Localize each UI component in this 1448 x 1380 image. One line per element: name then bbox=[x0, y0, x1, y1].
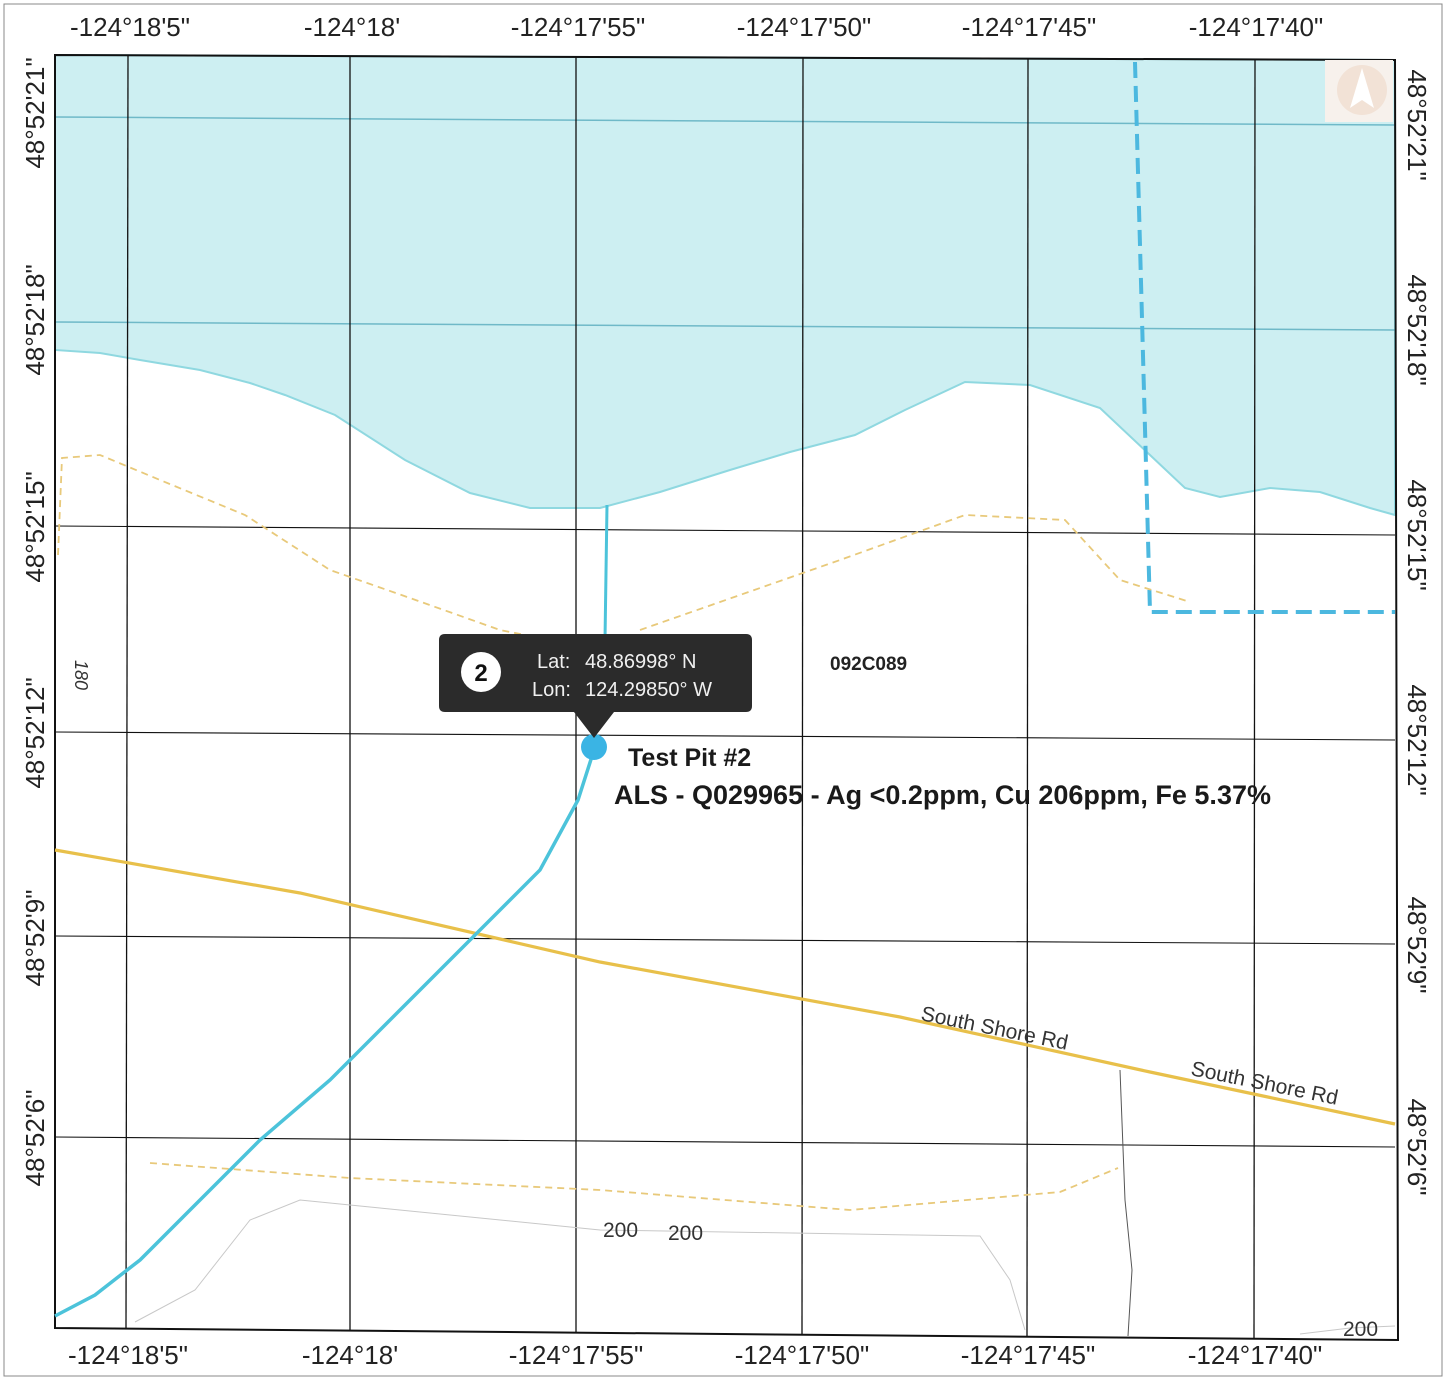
right-lat-label: 48°52'18" bbox=[1402, 274, 1432, 386]
page-frame bbox=[3, 3, 1443, 1377]
water-body bbox=[54, 53, 1396, 517]
contour-label-200: 200 bbox=[1343, 1318, 1378, 1341]
trail bbox=[149, 1162, 1119, 1211]
callout-number-badge bbox=[461, 652, 501, 692]
water-gridline bbox=[54, 321, 1396, 331]
assay-result: ALS - Q029965 - Ag <0.2ppm, Cu 206ppm, F… bbox=[614, 780, 1271, 810]
bottom-lon-label: -124°18'5" bbox=[67, 1340, 189, 1370]
right-lat-label: 48°52'15" bbox=[1402, 479, 1432, 591]
coordinate-callout[interactable]: 2 Lat: 48.86998° N Lon: 124.29850° W bbox=[439, 634, 752, 738]
top-lon-label: -124°18'5" bbox=[69, 12, 191, 42]
top-lon-label: -124°17'45" bbox=[961, 12, 1097, 42]
test-pit-marker[interactable] bbox=[581, 734, 607, 760]
top-lon-label: -124°17'55" bbox=[510, 12, 646, 42]
left-lat-label: 48°52'18" bbox=[20, 264, 50, 376]
trail bbox=[57, 454, 551, 641]
callout-number: 2 bbox=[474, 660, 487, 687]
stream-lower bbox=[54, 749, 596, 1318]
right-lat-label: 48°52'21" bbox=[1402, 69, 1432, 181]
contour-label-200: 200 bbox=[668, 1222, 703, 1245]
north-arrow-icon bbox=[1325, 60, 1393, 122]
top-lon-label: -124°17'40" bbox=[1188, 12, 1324, 42]
bottom-lon-label: -124°17'50" bbox=[734, 1340, 870, 1370]
contour-label-180: 180 bbox=[71, 660, 91, 690]
right-lat-label: 48°52'6" bbox=[1402, 1098, 1432, 1196]
trail bbox=[639, 514, 1191, 631]
contour-line bbox=[134, 1199, 1026, 1331]
south-shore-rd bbox=[54, 848, 1396, 1126]
top-lon-label: -124°18' bbox=[303, 12, 401, 42]
lon-label: Lon: bbox=[532, 679, 571, 701]
right-lat-label: 48°52'12" bbox=[1402, 684, 1432, 796]
grid-horizontal bbox=[54, 525, 1396, 1148]
right-lat-label: 48°52'9" bbox=[1402, 896, 1432, 994]
left-lat-label: 48°52'15" bbox=[20, 471, 50, 583]
callout-box bbox=[439, 634, 752, 738]
left-lat-label: 48°52'9" bbox=[20, 889, 50, 987]
left-lat-label: 48°52'6" bbox=[20, 1089, 50, 1187]
bottom-lon-label: -124°17'55" bbox=[508, 1340, 644, 1370]
contour-label-200: 200 bbox=[603, 1219, 638, 1242]
track-line bbox=[1119, 1069, 1133, 1337]
grid-vertical bbox=[125, 54, 1256, 1339]
claim-boundary bbox=[1133, 61, 1395, 614]
bottom-lon-label: -124°17'45" bbox=[960, 1340, 1096, 1370]
left-lat-label: 48°52'21" bbox=[20, 57, 50, 169]
lon-value: 124.29850° W bbox=[585, 679, 712, 701]
stream-upper bbox=[603, 504, 609, 641]
map-border bbox=[54, 53, 1400, 1342]
road-label: South Shore Rd bbox=[919, 1002, 1070, 1054]
water-gridline bbox=[54, 116, 1396, 126]
left-lat-label: 48°52'12" bbox=[20, 677, 50, 789]
bottom-lon-label: -124°18' bbox=[301, 1340, 399, 1370]
top-lon-label: -124°17'50" bbox=[736, 12, 872, 42]
lat-value: 48.86998° N bbox=[585, 651, 696, 673]
contour-line bbox=[1299, 1325, 1396, 1335]
bottom-lon-label: -124°17'40" bbox=[1187, 1340, 1323, 1370]
lat-label: Lat: bbox=[537, 651, 570, 673]
claim-id-label: 092C089 bbox=[830, 654, 907, 675]
road-label: South Shore Rd bbox=[1189, 1057, 1340, 1109]
test-pit-title: Test Pit #2 bbox=[628, 744, 751, 772]
